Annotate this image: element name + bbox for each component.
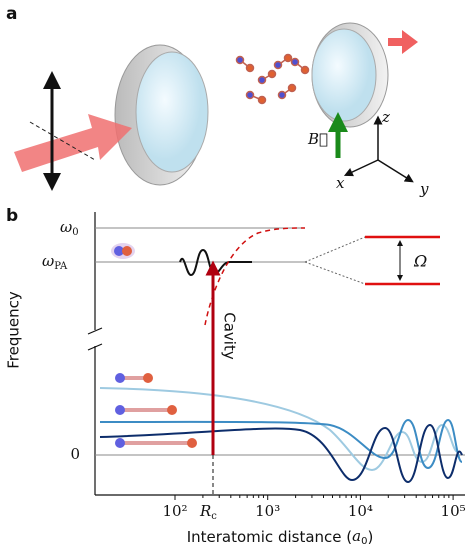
rabi-label: Ω — [413, 252, 427, 271]
x-ticks: 10² 10³ 10⁴ 10⁵ — [162, 495, 466, 520]
panel-label: b — [6, 206, 18, 226]
left-mirror — [114, 44, 209, 186]
close: ) — [367, 528, 373, 546]
axis-z: z — [381, 108, 390, 126]
excited-potential — [204, 227, 306, 326]
axis-y: y — [419, 180, 429, 198]
symbol: R — [199, 502, 211, 520]
subscript: 0 — [72, 227, 78, 238]
right-mirror — [311, 22, 389, 128]
symbol: a — [352, 527, 361, 545]
rc-label: Rc — [199, 502, 217, 522]
x-axis-label: Interatomic distance (a0) — [187, 527, 374, 547]
y-axis-label: Frequency — [5, 291, 23, 369]
symbol: ω — [42, 252, 54, 270]
level-lines — [95, 227, 465, 456]
panel-label: a — [6, 4, 17, 24]
x-tick-label: 10⁵ — [441, 502, 466, 520]
x-tick-label: 10³ — [255, 502, 280, 520]
x-tick-label: 10⁴ — [348, 502, 373, 520]
level-label: ωPA — [42, 252, 68, 272]
subscript: PA — [54, 261, 68, 272]
potential-curves — [99, 387, 463, 484]
axis-x: x — [336, 174, 345, 192]
subscript: 0 — [361, 536, 367, 547]
arrow-label: Cavity — [221, 312, 239, 360]
field-label: B⃗ — [307, 130, 328, 148]
axes-frame — [87, 212, 465, 496]
laser-beam — [14, 71, 132, 191]
x-tick-label: 10² — [162, 502, 187, 520]
symbol: ω — [60, 218, 72, 236]
level-label: ω0 — [60, 218, 79, 238]
zero-label: 0 — [70, 445, 80, 463]
coordinate-axes — [343, 115, 414, 183]
molecule-icons — [111, 243, 197, 448]
rabi-splitting — [304, 235, 440, 286]
atoms — [235, 53, 310, 105]
text: Interatomic distance ( — [187, 528, 352, 546]
exit-beam — [388, 30, 418, 54]
subscript: c — [211, 511, 217, 522]
